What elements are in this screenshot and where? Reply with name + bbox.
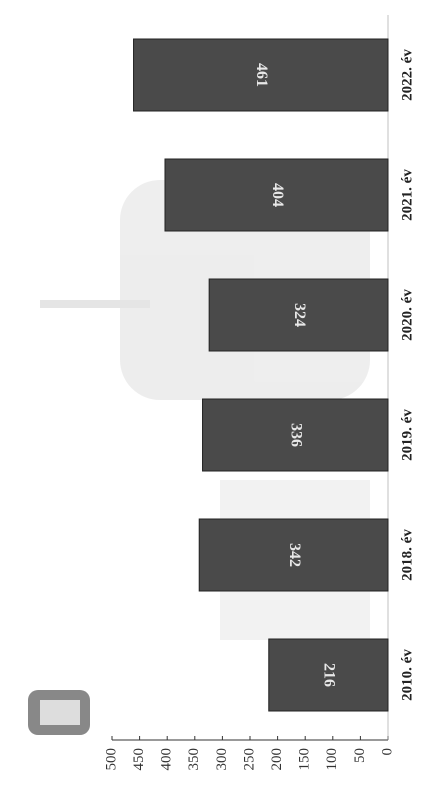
value-label: 216 [321, 663, 338, 687]
bar [164, 158, 389, 232]
bar [198, 518, 389, 592]
x-tick-label: 2021. év [399, 169, 415, 221]
bar [208, 278, 389, 352]
y-tick-label: 350 [186, 748, 202, 771]
logo [28, 690, 90, 735]
value-label: 324 [291, 303, 308, 327]
value-label: 404 [269, 183, 286, 207]
y-tick-label: 200 [269, 748, 285, 771]
y-tick-label: 450 [131, 748, 147, 771]
x-tick-label: 2022. év [399, 49, 415, 101]
y-tick-label: 250 [241, 748, 257, 771]
value-label: 342 [286, 543, 303, 567]
x-tick-label: 2018. év [399, 529, 415, 581]
y-tick-label: 50 [352, 748, 368, 763]
x-tick-label: 2019. év [399, 409, 415, 461]
y-tick-label: 150 [297, 748, 313, 771]
bar [202, 398, 389, 472]
y-tick-label: 500 [103, 748, 119, 771]
x-tick-label: 2010. év [399, 649, 415, 701]
y-tick-label: 400 [159, 748, 175, 771]
value-label: 336 [288, 423, 305, 447]
y-tick-label: 0 [379, 748, 395, 756]
y-tick-label: 300 [214, 748, 230, 771]
bar [268, 638, 389, 712]
y-tick-label: 100 [324, 748, 340, 771]
value-label: 461 [253, 63, 270, 87]
bar [133, 38, 389, 112]
x-tick-label: 2020. év [399, 289, 415, 341]
